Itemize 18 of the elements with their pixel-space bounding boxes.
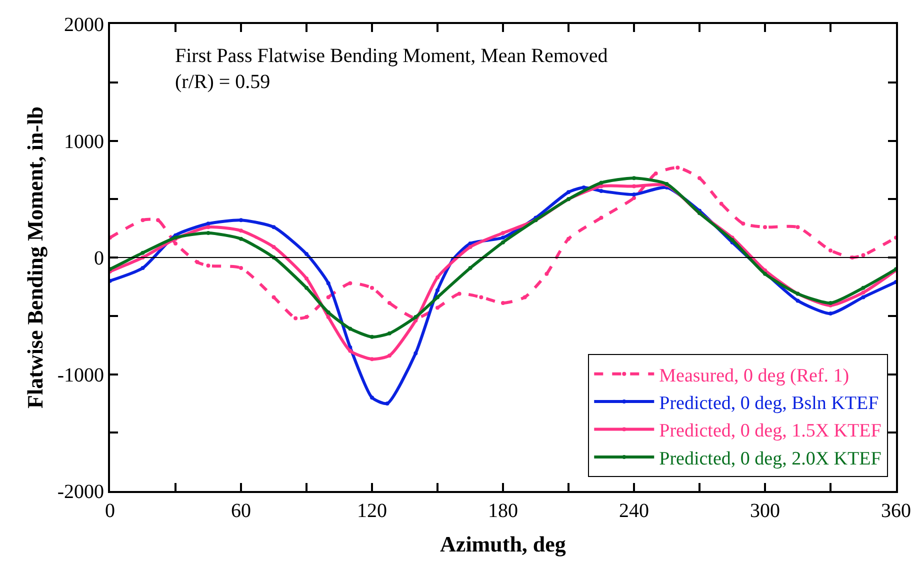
y-tick-label: -1000 [57,364,104,386]
x-axis-title: Azimuth, deg [440,531,566,556]
x-tick-label: 300 [750,500,780,522]
y-tick-label: 0 [94,248,104,270]
legend-label: Predicted, 0 deg, 1.5X KTEF [659,420,882,442]
x-tick-label: 120 [357,500,387,522]
legend-label: Predicted, 0 deg, 2.0X KTEF [659,448,882,470]
legend-label: Predicted, 0 deg, Bsln KTEF [659,392,879,414]
x-tick-label: 360 [881,500,911,522]
y-tick-label: 2000 [64,14,104,36]
x-tick-label: 60 [231,500,251,522]
legend-label: Measured, 0 deg (Ref. 1) [659,365,850,386]
y-tick-label: -2000 [57,481,104,503]
x-tick-label: 180 [488,500,518,522]
y-tick-label: 1000 [64,130,104,153]
y-axis-title: Flatwise Bending Moment, in-lb [22,106,48,408]
annotation: First Pass Flatwise Bending Moment, Mean Removed (r/R) = 0.59 [175,45,608,93]
x-tick-label: 240 [619,500,649,522]
